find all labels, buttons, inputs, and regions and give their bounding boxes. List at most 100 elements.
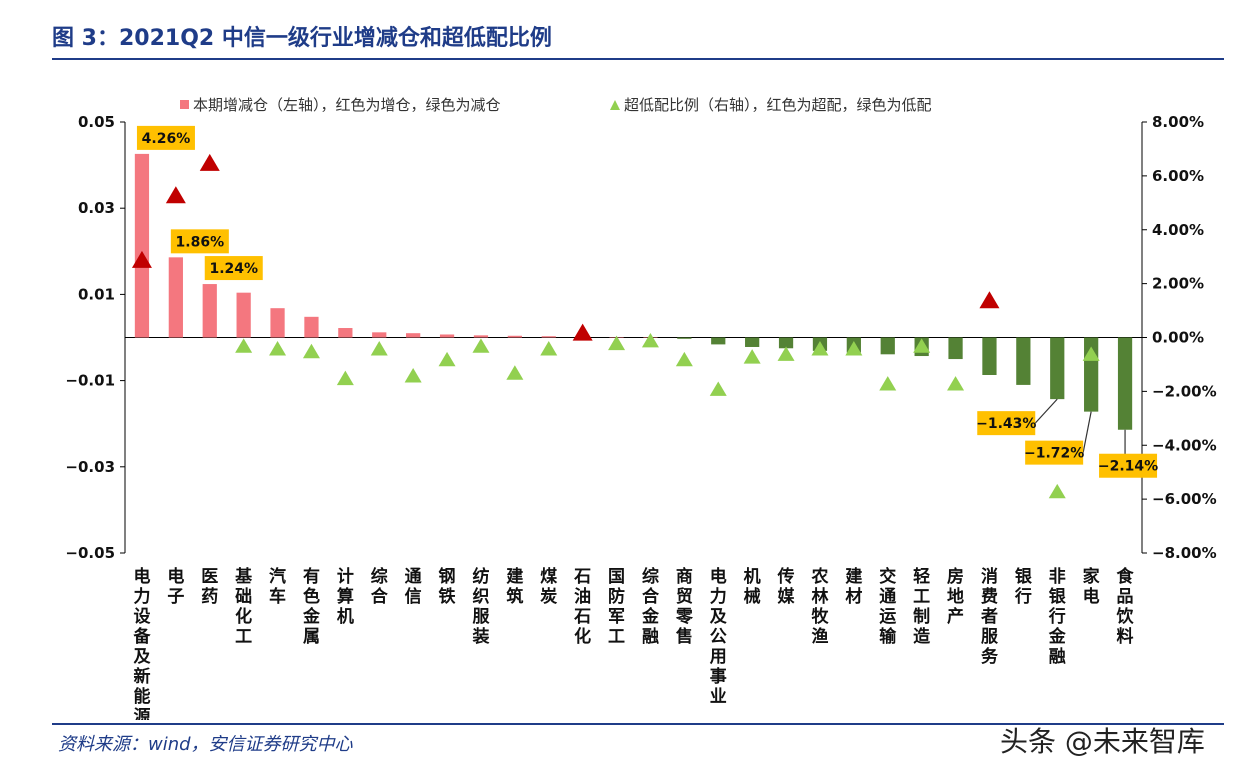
bar: [1117, 337, 1133, 430]
bar: [406, 333, 421, 338]
marker: [811, 341, 829, 356]
left-tick-label: −0.01: [65, 372, 115, 390]
right-tick-label: 6.00%: [1152, 167, 1204, 185]
marker: [743, 349, 761, 364]
category-label: 家电: [1083, 566, 1100, 607]
marker: [879, 376, 897, 391]
category-label: 轻工制造: [913, 566, 931, 647]
category-label: 有色金属: [302, 566, 321, 647]
marker: [1048, 483, 1066, 499]
category-labels: 电力设备及新能源电子医药基础化工汽车有色金属计算机综合通信钢铁纺织服装建筑煤炭石…: [132, 566, 1134, 720]
bar: [677, 337, 692, 339]
category-label: 非银行金融: [1048, 566, 1067, 667]
source-rule: [52, 723, 1224, 725]
right-tick-label: −8.00%: [1152, 544, 1217, 562]
data-label-box: [1099, 453, 1158, 478]
left-tick-label: 0.05: [78, 113, 115, 131]
figure-title: 图 3：2021Q2 中信一级行业增减仓和超低配比例: [52, 26, 552, 51]
bar: [236, 292, 251, 338]
data-label: 4.26%: [142, 131, 191, 147]
marker: [199, 153, 220, 171]
bar: [948, 337, 963, 360]
marker: [572, 323, 593, 341]
bar: [168, 257, 183, 338]
bar: [270, 308, 285, 338]
left-tick-label: −0.05: [65, 544, 115, 562]
bar: [338, 328, 353, 338]
legend-bar-swatch: [180, 100, 189, 109]
marker: [370, 341, 388, 356]
bar: [439, 334, 455, 338]
data-label-leader: [1034, 398, 1058, 424]
data-label-leader: [1082, 411, 1092, 453]
legend-marker-swatch: [610, 100, 620, 110]
marker: [845, 341, 863, 356]
bar: [304, 316, 319, 338]
right-tick-label: −4.00%: [1152, 436, 1217, 454]
bar: [507, 335, 522, 338]
category-label: 电力设备及新能源: [132, 566, 151, 720]
marker: [235, 338, 253, 353]
bar: [1016, 337, 1031, 385]
right-tick-label: 8.00%: [1152, 113, 1204, 131]
marker: [404, 367, 422, 383]
category-label: 纺织服装: [471, 566, 490, 647]
data-label: −1.72%: [1024, 446, 1084, 462]
legend-bar-label: 本期增减仓（左轴），红色为增仓，绿色为减仓: [193, 96, 501, 114]
category-label: 综合: [371, 566, 389, 607]
marker: [131, 250, 152, 268]
legend: 本期增减仓（左轴），红色为增仓，绿色为减仓 超低配比例（右轴），红色为超配，绿色…: [180, 96, 932, 114]
bar: [202, 284, 217, 338]
category-label: 食品饮料: [1116, 566, 1135, 647]
marker: [1082, 346, 1100, 361]
data-label-box: [1025, 440, 1084, 465]
marker: [540, 341, 558, 356]
marker: [947, 376, 965, 391]
data-label-box: [977, 411, 1036, 436]
right-tick-label: −6.00%: [1152, 490, 1217, 508]
category-label: 汽车: [269, 566, 286, 607]
category-label: 电子: [167, 566, 184, 607]
data-label-box: [136, 125, 195, 150]
category-label: 计算机: [336, 566, 354, 627]
category-label: 建材: [845, 566, 862, 607]
right-tick-label: 0.00%: [1152, 329, 1204, 347]
left-tick-label: 0.01: [78, 285, 115, 303]
category-label: 农林牧渔: [810, 566, 829, 647]
marker: [472, 338, 490, 353]
bar: [880, 337, 895, 355]
data-label: 1.86%: [176, 234, 225, 250]
data-label-box: [170, 229, 229, 254]
category-label: 银行: [1014, 566, 1033, 607]
category-label: 电力及公用事业: [710, 566, 728, 707]
marker-series: [131, 153, 1100, 499]
marker: [777, 346, 795, 361]
bar: [982, 337, 997, 375]
marker: [913, 338, 931, 353]
marker: [709, 381, 727, 396]
marker: [506, 365, 524, 380]
category-label: 房地产: [947, 566, 964, 627]
left-tick-label: −0.03: [65, 458, 115, 476]
right-tick-label: −2.00%: [1152, 382, 1217, 400]
data-label: −2.14%: [1098, 459, 1158, 475]
bar: [541, 336, 556, 338]
bar: [1050, 337, 1065, 400]
category-label: 基础化工: [234, 566, 253, 647]
left-tick-label: 0.03: [78, 199, 115, 217]
category-label: 医药: [201, 567, 218, 607]
category-label: 交通运输: [879, 566, 897, 647]
bar-series: [134, 153, 1133, 430]
bar: [745, 337, 760, 347]
category-label: 综合金融: [641, 566, 660, 647]
marker: [675, 351, 693, 367]
right-tick-label: 2.00%: [1152, 275, 1204, 293]
chart-axes: 0.05 0.03 0.01 −0.01 −0.03 −0.05 8.00% 6.00% 4.0…: [65, 113, 1216, 562]
marker: [641, 332, 659, 348]
category-label: 消费者服务: [980, 566, 999, 667]
marker: [608, 335, 626, 351]
category-label: 建筑: [506, 566, 523, 607]
chart: 0.05 0.03 0.01 −0.01 −0.03 −0.05 8.00% 6.00% 4.0…: [65, 96, 1216, 720]
marker: [438, 351, 456, 367]
category-label: 煤炭: [540, 566, 557, 607]
